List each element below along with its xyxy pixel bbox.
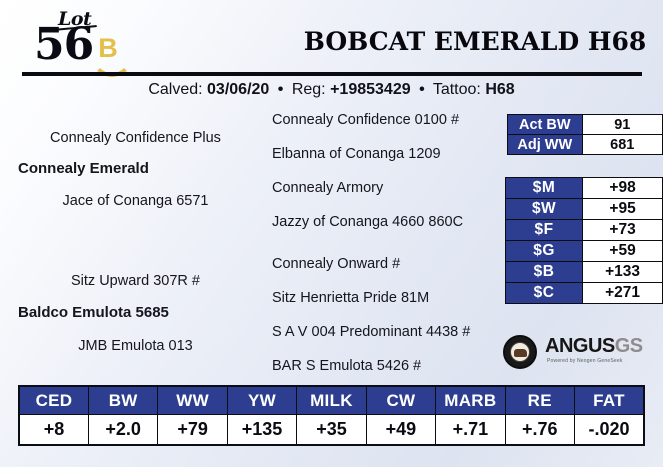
dollar-b-label: $B bbox=[504, 261, 584, 283]
epd-value-marb: +.71 bbox=[435, 414, 506, 446]
epd-value-cw: +49 bbox=[365, 414, 437, 446]
pedigree-grandparent-6: Sitz Henrietta Pride 81M bbox=[272, 290, 430, 306]
epd-value-bw: +2.0 bbox=[87, 414, 159, 446]
angus-gs-logo: ANGUSGS Powered by Neogen GeneSeek bbox=[503, 333, 653, 373]
dollar-c-label: $C bbox=[504, 282, 584, 304]
epd-header-fat: FAT bbox=[574, 385, 645, 415]
lot-number: 56 bbox=[34, 19, 94, 70]
tattoo-value: H68 bbox=[485, 81, 515, 98]
page-header: Lot 56 B BOBCAT EMERALD H68 bbox=[0, 0, 663, 77]
page-title: BOBCAT EMERALD H68 bbox=[303, 27, 647, 56]
id-separator-2: • bbox=[419, 81, 425, 98]
pedigree-grandparent-1: Connealy Confidence 0100 # bbox=[272, 112, 460, 128]
epd-header-bw: BW bbox=[87, 385, 159, 415]
lot-word-label: Lot bbox=[58, 8, 92, 30]
act-bw-label: Act BW bbox=[507, 114, 583, 135]
tattoo-label: Tattoo: bbox=[432, 81, 481, 98]
act-bw-value: 91 bbox=[581, 114, 663, 135]
epd-header-cw: CW bbox=[365, 385, 437, 415]
table-row: $G +59 bbox=[504, 240, 663, 262]
table-row: Adj WW 681 bbox=[507, 134, 663, 155]
dollar-w-label: $W bbox=[504, 198, 584, 220]
epd-table: CED BW WW YW MILK CW MARB RE FAT +8 +2.0… bbox=[18, 385, 645, 446]
adj-ww-label: Adj WW bbox=[507, 134, 583, 155]
angus-wordmark-primary: ANGUS bbox=[545, 335, 615, 357]
pedigree-sire-of-dam: Sitz Upward 307R # bbox=[71, 273, 200, 289]
registration-value: +19853429 bbox=[330, 81, 411, 98]
bull-silhouette-icon bbox=[514, 349, 527, 357]
calved-label: Calved: bbox=[148, 81, 203, 98]
adj-ww-value: 681 bbox=[581, 134, 663, 155]
dollar-g-value: +59 bbox=[582, 240, 663, 262]
pedigree-dam: Baldco Emulota 5685 bbox=[18, 304, 169, 321]
epd-header-ced: CED bbox=[18, 385, 89, 415]
epd-value-re: +.76 bbox=[504, 414, 576, 446]
pedigree-grandparent-4: Jazzy of Conanga 4660 860C bbox=[272, 214, 464, 230]
pedigree-grandparent-8: BAR S Emulota 5426 # bbox=[272, 358, 422, 374]
actual-measures-table: Act BW 91 Adj WW 681 bbox=[507, 114, 663, 155]
pedigree-sire: Connealy Emerald bbox=[18, 160, 149, 177]
angus-wordmark: ANGUSGS bbox=[545, 336, 643, 356]
dollar-f-value: +73 bbox=[582, 219, 663, 241]
badge-letter: B bbox=[98, 33, 118, 63]
dollar-m-value: +98 bbox=[582, 177, 663, 199]
breeder-b-badge-icon: B bbox=[88, 33, 133, 77]
epd-header-milk: MILK bbox=[296, 385, 367, 415]
pedigree-dam-of-sire: Jace of Conanga 6571 bbox=[62, 193, 209, 209]
header-divider bbox=[22, 72, 642, 76]
epd-header-row: CED BW WW YW MILK CW MARB RE FAT bbox=[18, 385, 645, 415]
pedigree-grandparent-3: Connealy Armory bbox=[272, 180, 384, 196]
epd-value-ced: +8 bbox=[18, 414, 89, 446]
pedigree-dam-of-dam: JMB Emulota 013 bbox=[78, 338, 193, 354]
epd-value-fat: -.020 bbox=[574, 414, 645, 446]
angus-seal-icon bbox=[503, 335, 537, 369]
epd-header-marb: MARB bbox=[435, 385, 506, 415]
pedigree-grandparent-2: Elbanna of Conanga 1209 bbox=[272, 146, 441, 162]
angus-wordmark-secondary: GS bbox=[614, 335, 643, 357]
table-row: $W +95 bbox=[504, 198, 663, 220]
identification-line: Calved: 03/06/20 • Reg: +19853429 • Tatt… bbox=[0, 81, 663, 99]
pedigree-chart: Connealy Confidence Plus Connealy Emeral… bbox=[0, 108, 480, 374]
pedigree-grandparent-5: Connealy Onward # bbox=[272, 256, 401, 272]
epd-header-ww: WW bbox=[157, 385, 228, 415]
pedigree-grandparent-7: S A V 004 Predominant 4438 # bbox=[272, 324, 471, 340]
angus-logo-tagline: Powered by Neogen GeneSeek bbox=[547, 358, 623, 364]
table-row: $M +98 bbox=[504, 177, 663, 199]
epd-value-row: +8 +2.0 +79 +135 +35 +49 +.71 +.76 -.020 bbox=[18, 414, 645, 446]
epd-value-ww: +79 bbox=[157, 414, 228, 446]
dollar-value-index-table: $M +98 $W +95 $F +73 $G +59 $B +133 $C +… bbox=[504, 177, 663, 304]
table-row: $F +73 bbox=[504, 219, 663, 241]
epd-header-re: RE bbox=[504, 385, 576, 415]
table-row: $C +271 bbox=[504, 282, 663, 304]
dollar-b-value: +133 bbox=[582, 261, 663, 283]
dollar-c-value: +271 bbox=[582, 282, 663, 304]
dollar-m-label: $M bbox=[504, 177, 584, 199]
dollar-f-label: $F bbox=[504, 219, 584, 241]
dollar-w-value: +95 bbox=[582, 198, 663, 220]
epd-header-yw: YW bbox=[226, 385, 298, 415]
pedigree-sire-of-sire: Connealy Confidence Plus bbox=[50, 130, 221, 146]
registration-label: Reg: bbox=[291, 81, 326, 98]
table-row: $B +133 bbox=[504, 261, 663, 283]
table-row: Act BW 91 bbox=[507, 114, 663, 135]
epd-value-milk: +35 bbox=[296, 414, 367, 446]
epd-value-yw: +135 bbox=[226, 414, 298, 446]
seal-inner-disc bbox=[510, 342, 530, 362]
calved-value: 03/06/20 bbox=[207, 81, 270, 98]
id-separator-1: • bbox=[277, 81, 284, 98]
lot-identifier-block: Lot 56 B bbox=[30, 6, 150, 77]
dollar-g-label: $G bbox=[504, 240, 584, 262]
